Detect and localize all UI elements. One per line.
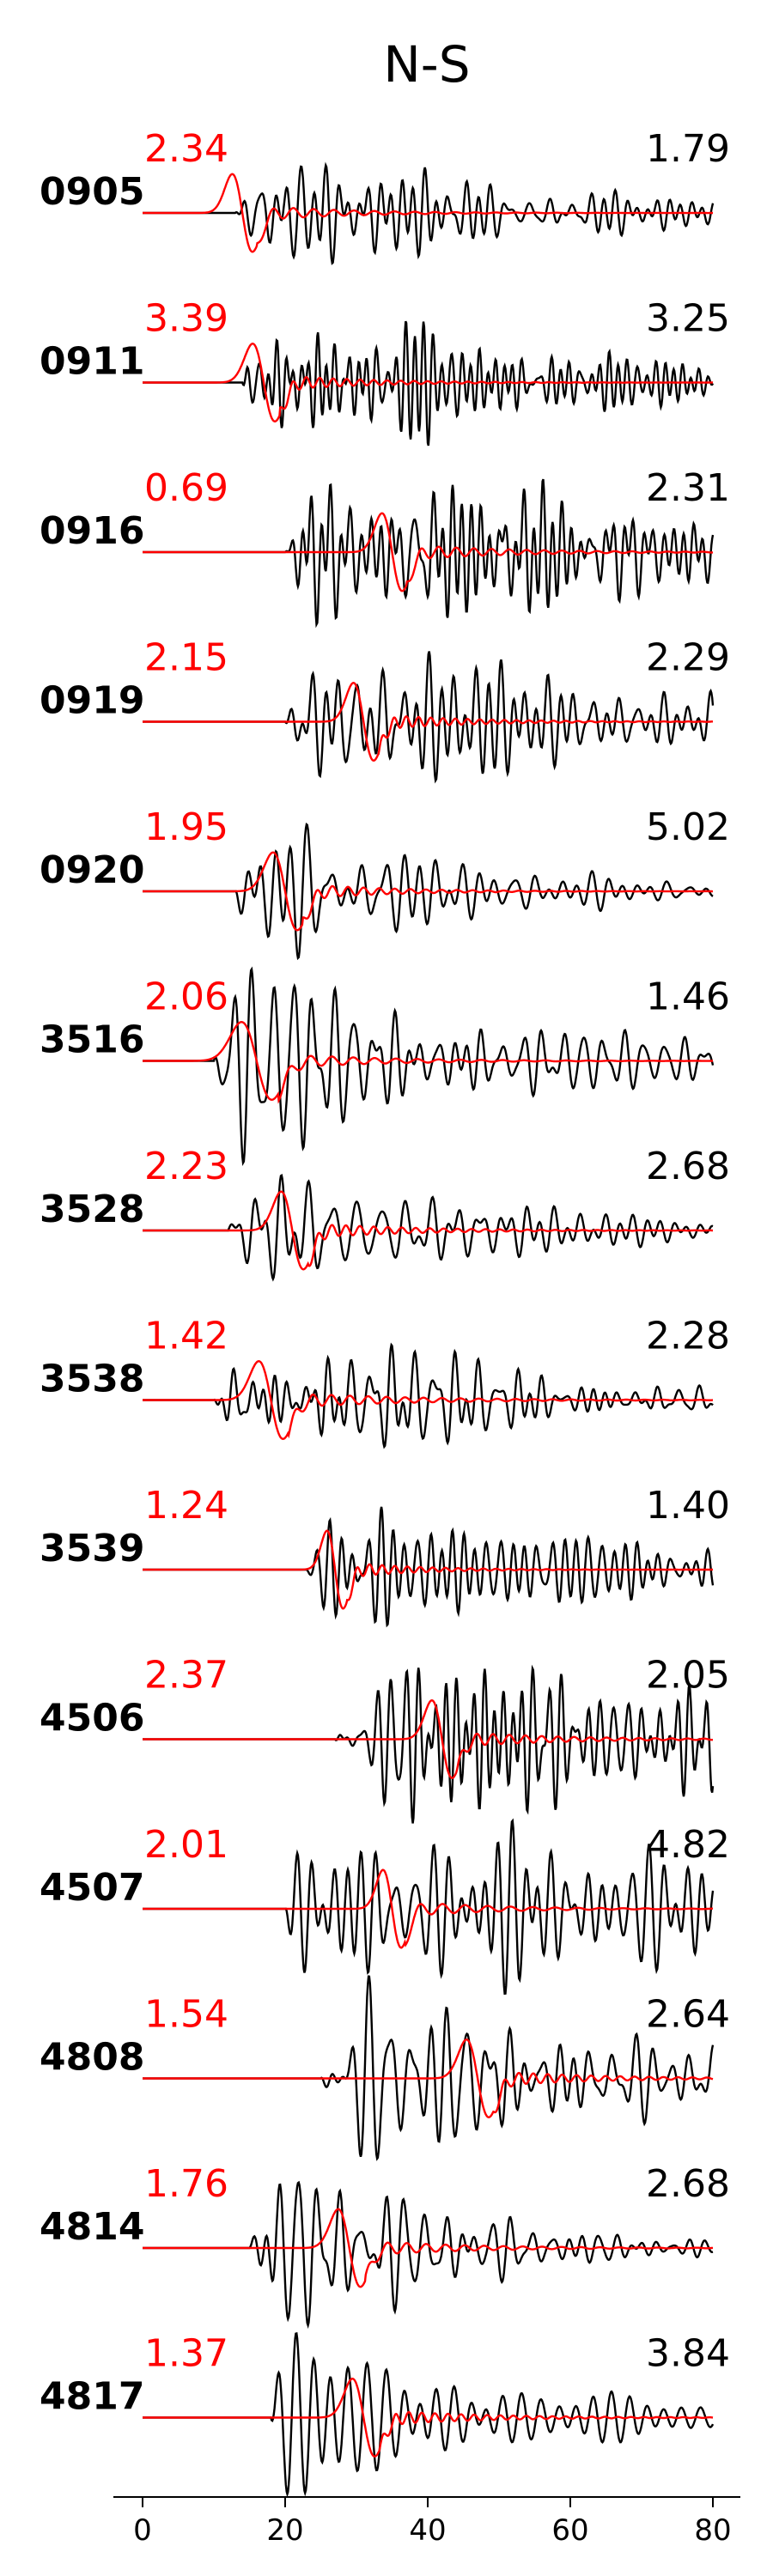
red-trace-4507 <box>143 1868 713 1949</box>
red-trace-3538 <box>143 1359 713 1441</box>
black-trace-3538 <box>143 1342 714 1449</box>
black-amplitude-0911: 3.25 <box>646 297 730 341</box>
black-amplitude-3516: 1.46 <box>646 975 730 1019</box>
black-trace-0911 <box>143 320 715 447</box>
x-tick-label-80: 80 <box>694 2513 731 2548</box>
red-amplitude-4817: 1.37 <box>144 2332 228 2376</box>
red-trace-0919 <box>143 681 713 762</box>
red-trace-4817 <box>143 2377 714 2458</box>
station-label-4507: 4507 <box>40 1866 144 1910</box>
red-trace-3516 <box>143 1020 714 1104</box>
x-tick-label-20: 20 <box>266 2513 303 2548</box>
black-amplitude-3528: 2.68 <box>646 1145 730 1188</box>
red-amplitude-4808: 1.54 <box>144 1993 228 2037</box>
black-amplitude-4507: 4.82 <box>646 1823 730 1867</box>
black-trace-0905 <box>143 161 715 265</box>
station-label-3528: 3528 <box>40 1188 144 1231</box>
station-label-0911: 0911 <box>40 340 144 384</box>
red-amplitude-0919: 2.15 <box>144 636 228 680</box>
station-label-4506: 4506 <box>40 1697 144 1741</box>
red-amplitude-4814: 1.76 <box>144 2162 228 2206</box>
x-tick-label-60: 60 <box>551 2513 588 2548</box>
red-trace-4814 <box>143 2208 713 2288</box>
black-trace-0920 <box>143 822 714 961</box>
red-amplitude-4507: 2.01 <box>144 1823 228 1867</box>
red-amplitude-3528: 2.23 <box>144 1145 228 1188</box>
x-axis: 0 20 40 60 80 <box>113 2496 740 2548</box>
black-amplitude-4817: 3.84 <box>646 2332 730 2376</box>
red-amplitude-0920: 1.95 <box>144 805 228 849</box>
red-amplitude-3516: 2.06 <box>144 975 228 1019</box>
station-label-3516: 3516 <box>40 1018 144 1062</box>
red-trace-3539 <box>143 1529 713 1610</box>
red-trace-4506 <box>143 1698 713 1780</box>
chart-title: N-S <box>383 35 470 94</box>
station-label-0920: 0920 <box>40 848 144 892</box>
red-trace-3528 <box>143 1190 713 1271</box>
red-trace-0916 <box>143 512 713 592</box>
black-amplitude-3539: 1.40 <box>646 1484 730 1528</box>
station-label-3538: 3538 <box>40 1358 144 1401</box>
black-amplitude-0905: 1.79 <box>646 127 730 171</box>
red-amplitude-4506: 2.37 <box>144 1654 228 1698</box>
black-amplitude-0916: 2.31 <box>646 466 730 510</box>
red-amplitude-3539: 1.24 <box>144 1484 228 1528</box>
red-amplitude-0911: 3.39 <box>144 297 228 341</box>
black-amplitude-4506: 2.05 <box>646 1654 730 1698</box>
black-amplitude-0920: 5.02 <box>646 805 730 849</box>
x-tick-label-0: 0 <box>133 2513 152 2548</box>
red-trace-4808 <box>143 2038 714 2119</box>
black-trace-3516 <box>143 966 715 1167</box>
red-trace-0911 <box>143 342 714 423</box>
black-amplitude-3538: 2.28 <box>646 1315 730 1358</box>
red-amplitude-0905: 2.34 <box>144 127 228 171</box>
black-amplitude-0919: 2.29 <box>646 636 730 680</box>
black-amplitude-4808: 2.64 <box>646 1993 730 2037</box>
station-label-4808: 4808 <box>40 2036 144 2080</box>
station-label-4817: 4817 <box>40 2375 144 2419</box>
station-label-0916: 0916 <box>40 509 144 553</box>
black-amplitude-4814: 2.68 <box>646 2162 730 2206</box>
red-trace-0905 <box>143 173 713 253</box>
red-amplitude-0916: 0.69 <box>144 466 228 510</box>
x-tick-label-40: 40 <box>409 2513 446 2548</box>
red-amplitude-3538: 1.42 <box>144 1315 228 1358</box>
station-label-0919: 0919 <box>40 679 144 723</box>
station-label-3539: 3539 <box>40 1527 144 1571</box>
station-label-0905: 0905 <box>40 170 144 214</box>
station-label-4814: 4814 <box>40 2205 144 2249</box>
black-trace-3528 <box>143 1174 714 1282</box>
red-trace-0920 <box>143 851 713 932</box>
